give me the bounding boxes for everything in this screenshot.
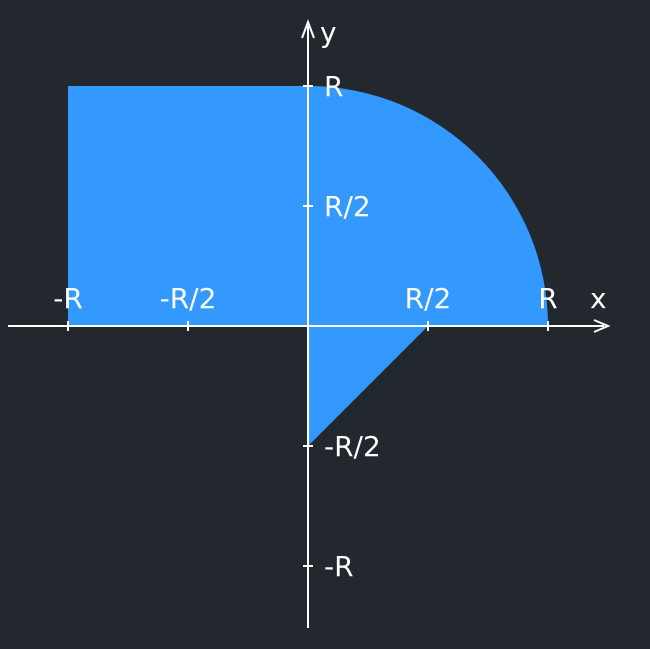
y-tick-label: R/2 [324,190,371,223]
y-tick: -R/2 [303,430,381,463]
y-ticks: R R/2 -R/2 -R [303,70,381,583]
y-tick: R [303,70,343,103]
x-tick: -R/2 [160,282,217,331]
x-tick: R [538,282,558,331]
region-quarter-circle-quadrant-1 [308,86,548,326]
y-tick-label: -R [324,550,354,583]
y-tick-label: R [324,70,343,103]
x-axis-arrowhead [593,319,611,333]
y-axis-arrowhead [301,19,315,39]
x-tick-label: -R/2 [160,282,217,315]
x-tick-label: R [538,282,557,315]
y-tick: -R [303,550,354,583]
x-tick-label: R/2 [405,282,452,315]
y-tick-label: -R/2 [324,430,381,463]
y-tick: R/2 [303,190,371,223]
shaded-region [68,86,548,446]
x-tick: R/2 [405,282,452,331]
x-tick: -R [53,282,83,331]
x-ticks: -R -R/2 R/2 R [53,282,558,331]
region-triangle-quadrant-4 [308,326,428,446]
axes: x y [8,16,611,628]
region-rectangle-quadrant-2 [68,86,308,326]
x-tick-label: -R [53,282,83,315]
x-axis-name: x [590,282,607,315]
y-axis-name: y [320,16,337,49]
